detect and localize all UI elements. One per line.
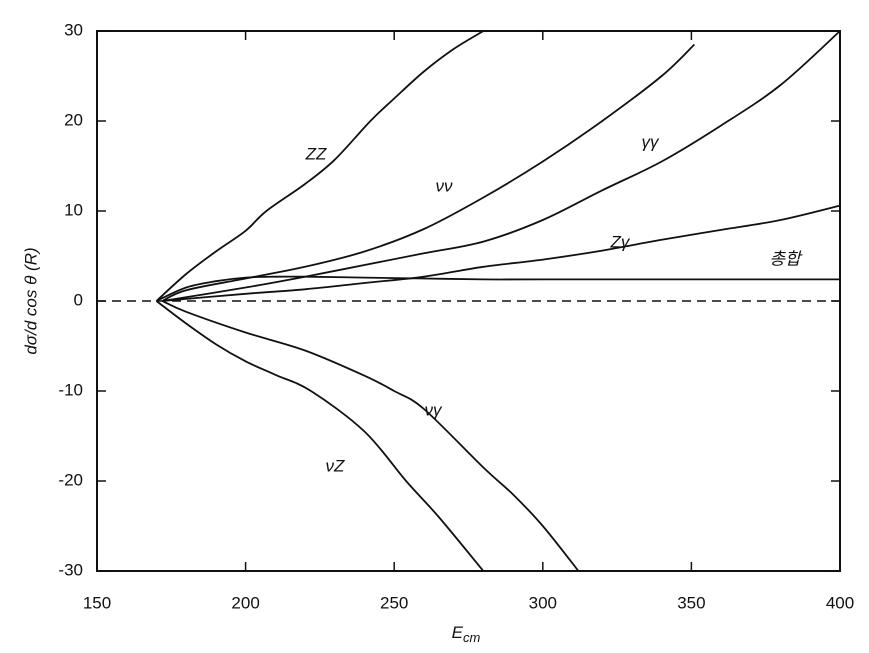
x-tick-label: 400	[826, 593, 854, 612]
series-label: νZ	[326, 456, 346, 475]
series-label: 총합	[769, 249, 803, 268]
y-tick-label: 10	[64, 200, 83, 219]
series-line	[162, 204, 841, 302]
x-tick-label: 350	[677, 593, 705, 612]
series-label: γγ	[642, 132, 661, 151]
y-tick-label: 0	[74, 290, 83, 309]
x-axis-label: Ecm	[452, 623, 481, 645]
x-tick-label: 200	[231, 593, 259, 612]
series-line	[155, 30, 484, 302]
series-label: νγ	[425, 400, 444, 419]
x-axis-label-sub: cm	[463, 630, 481, 645]
series-label: ZZ	[305, 144, 327, 163]
series-label: νν	[436, 176, 454, 195]
y-tick-label: 20	[64, 110, 83, 129]
y-tick-label: -20	[58, 470, 83, 489]
y-tick-label: 30	[64, 20, 83, 39]
series-line	[155, 300, 485, 572]
series-line	[162, 300, 580, 572]
series-line	[162, 30, 841, 302]
y-tick-label: -10	[58, 380, 83, 399]
x-axis-label-main: E	[452, 623, 464, 642]
series-line	[156, 275, 840, 302]
x-tick-label: 250	[380, 593, 408, 612]
x-tick-label: 150	[83, 593, 111, 612]
x-tick-label: 300	[529, 593, 557, 612]
series-line	[161, 43, 695, 302]
y-axis-label: dσ/d cos θ (R)	[21, 247, 40, 354]
y-tick-label: -30	[58, 560, 83, 579]
series-label: Zγ	[610, 232, 631, 251]
